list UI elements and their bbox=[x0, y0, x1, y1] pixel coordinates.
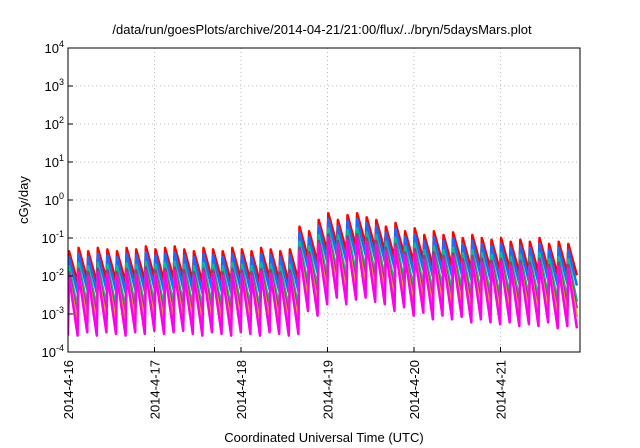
x-tick-label: 2014-4-20 bbox=[407, 360, 422, 419]
y-tick-label: 104 bbox=[45, 39, 64, 56]
y-tick-label: 101 bbox=[45, 153, 64, 170]
chart-title: /data/run/goesPlots/archive/2014-04-21/2… bbox=[112, 22, 532, 37]
y-tick-label: 103 bbox=[45, 77, 64, 94]
y-axis-label: cGy/day bbox=[16, 176, 31, 224]
x-tick-label: 2014-4-19 bbox=[321, 360, 336, 419]
tick-labels: 10-4 10-3 10-2 10-1 100 101 102 103 104 2014-4-16… bbox=[42, 39, 509, 419]
y-tick-label: 100 bbox=[45, 191, 64, 208]
x-tick-label: 2014-4-16 bbox=[61, 360, 76, 419]
y-tick-label: 10-3 bbox=[42, 305, 64, 322]
series-group bbox=[68, 211, 579, 337]
x-tick-label: 2014-4-18 bbox=[234, 360, 249, 419]
x-tick-label: 2014-4-21 bbox=[494, 360, 509, 419]
y-tick-label: 102 bbox=[45, 115, 64, 132]
y-tick-label: 10-4 bbox=[42, 343, 64, 360]
series-line-magenta bbox=[68, 236, 579, 337]
x-tick-label: 2014-4-17 bbox=[148, 360, 163, 419]
y-tick-label: 10-2 bbox=[42, 267, 64, 284]
x-axis-label: Coordinated Universal Time (UTC) bbox=[224, 430, 423, 445]
y-tick-label: 10-1 bbox=[42, 229, 64, 246]
